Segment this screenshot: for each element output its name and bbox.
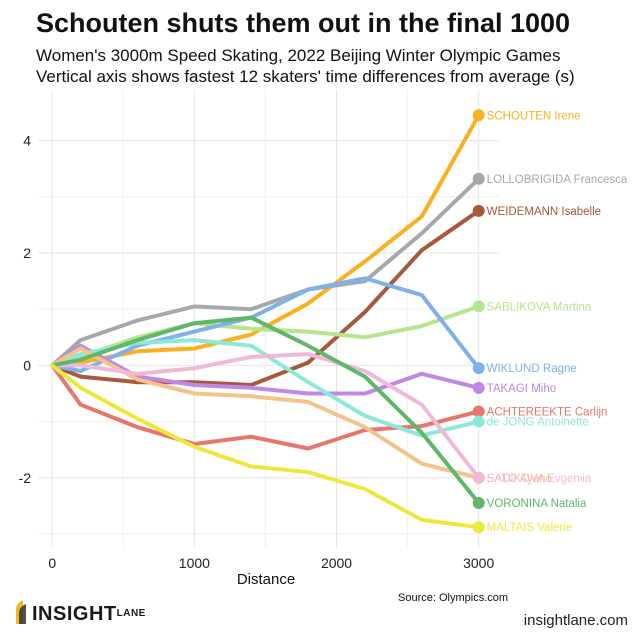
series-end-point xyxy=(472,109,485,122)
series-end-point xyxy=(472,172,485,185)
series-label: VORONINA Natalia xyxy=(487,498,587,510)
series-label: ACHTEREEKTE Carlijn xyxy=(487,406,608,418)
series-end-point xyxy=(472,471,485,484)
series-label: de JONG Antoinette xyxy=(487,417,589,429)
y-tick-label: -2 xyxy=(19,470,32,486)
x-axis-label: Distance xyxy=(237,571,295,588)
chart-series-lines xyxy=(50,113,481,530)
series-label: SADIKOVA Evgeniia xyxy=(487,473,592,485)
series-end-point xyxy=(472,521,485,534)
series-label: MALTAIS Valerie xyxy=(487,522,573,534)
series-line xyxy=(50,315,481,505)
website-link[interactable]: insightlane.com xyxy=(523,612,628,629)
series-end-point xyxy=(472,415,485,428)
y-tick-label: 0 xyxy=(23,357,31,373)
x-tick-label: 3000 xyxy=(463,555,494,571)
series-line xyxy=(50,176,481,368)
series-label: LOLLOBRIGIDA Francesca xyxy=(487,174,628,186)
chart-grid xyxy=(38,90,500,548)
series-line xyxy=(50,343,481,396)
series-end-point xyxy=(472,362,485,375)
series-label: SCHOUTEN Irene xyxy=(487,110,581,122)
chart-subtitle-line-2: Vertical axis shows fastest 12 skaters' … xyxy=(36,67,575,86)
series-end-point xyxy=(472,204,485,217)
series-label: TAKAGI Miho xyxy=(487,383,556,395)
series-end-point xyxy=(472,300,485,313)
chart-axis-ticks: 0 1000 2000 3000 -2 0 2 4 xyxy=(19,133,495,571)
series-line xyxy=(50,338,481,438)
x-tick-label: 0 xyxy=(48,555,56,571)
series-line xyxy=(50,363,481,530)
series-label: WIKLUND Ragne xyxy=(487,363,577,375)
series-label: WEIDEMANN Isabelle xyxy=(487,206,601,218)
y-tick-label: 4 xyxy=(23,133,31,149)
series-line xyxy=(50,346,481,480)
series-end-point xyxy=(472,405,485,418)
logo-mark-icon xyxy=(16,600,26,624)
chart-subtitle-line-1: Women's 3000m Speed Skating, 2022 Beijin… xyxy=(36,46,561,65)
line-chart: SCHOUTEN Irene LOLLOBRIGIDA Francesca WEID… xyxy=(19,90,628,588)
y-tick-label: 2 xyxy=(23,245,31,261)
chart-series-labels: SCHOUTEN Irene LOLLOBRIGIDA Francesca WEID… xyxy=(472,109,628,534)
series-end-point xyxy=(472,497,485,510)
series-line xyxy=(50,352,481,480)
chart-title: Schouten shuts them out in the final 100… xyxy=(36,8,571,38)
series-line xyxy=(50,208,481,387)
x-tick-label: 2000 xyxy=(321,555,352,571)
source-note: Source: Olympics.com xyxy=(398,592,509,604)
x-tick-label: 1000 xyxy=(179,555,210,571)
series-label: SATO Ayano xyxy=(487,473,552,485)
logo-wordmark: INSIGHTLANE xyxy=(32,603,146,625)
series-end-point xyxy=(472,381,485,394)
series-label: SABLIKOVA Martina xyxy=(487,301,592,313)
insightlane-logo: INSIGHTLANE xyxy=(14,598,146,624)
